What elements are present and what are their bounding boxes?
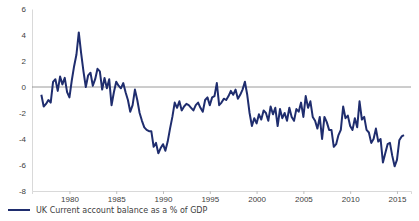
y-tick: -6 [19, 161, 32, 170]
y-tick-label: 2 [22, 57, 27, 66]
x-tick-label: 1990 [155, 195, 173, 204]
y-tick: -8 [19, 187, 32, 196]
x-tick: 1995 [201, 191, 219, 204]
x-tick-mark [210, 191, 211, 194]
x-tick-mark [397, 191, 398, 194]
y-tick-label: 6 [22, 5, 27, 14]
x-tick-mark [116, 191, 117, 194]
zero-line [32, 87, 411, 88]
legend-swatch [8, 209, 30, 211]
x-tick: 2005 [295, 191, 313, 204]
x-tick: 1990 [155, 191, 173, 204]
x-tick-label: 2010 [342, 195, 360, 204]
y-tick-label: -6 [19, 161, 27, 170]
x-axis-line [33, 192, 412, 195]
x-tick: 2010 [342, 191, 360, 204]
y-tick: -2 [19, 109, 32, 118]
x-tick-mark [257, 191, 258, 194]
x-tick-mark [350, 191, 351, 194]
plot-area: -8 -6 -4 -2 0 2 4 6 1980 1985 1990 1995 2000 2005 2010… [19, 5, 412, 204]
y-tick-label: -8 [19, 187, 27, 196]
x-tick-label: 1980 [61, 195, 79, 204]
x-axis: 1980 1985 1990 1995 2000 2005 2010 2015 [33, 191, 412, 204]
x-tick-mark [303, 191, 304, 194]
chart: -8 -6 -4 -2 0 2 4 6 1980 1985 1990 1995 2000 2005 2010… [0, 0, 419, 221]
y-tick: -4 [19, 135, 32, 144]
x-tick-mark [163, 191, 164, 194]
y-tick-label: 0 [22, 83, 27, 92]
x-tick: 2015 [389, 191, 407, 204]
y-axis: -8 -6 -4 -2 0 2 4 6 [19, 5, 33, 196]
legend: UK Current account balance as a % of GDP [8, 206, 208, 215]
y-tick-label: -4 [19, 135, 27, 144]
y-axis-line [32, 10, 33, 192]
x-tick: 1985 [108, 191, 126, 204]
x-tick-label: 1985 [108, 195, 126, 204]
y-tick: 0 [22, 83, 32, 92]
data-line [41, 32, 404, 166]
x-tick-label: 2005 [295, 195, 313, 204]
x-tick: 1980 [61, 191, 79, 204]
y-tick: 6 [22, 5, 32, 14]
y-tick-label: 4 [22, 31, 27, 40]
x-tick-mark [69, 191, 70, 194]
x-tick-label: 2015 [389, 195, 407, 204]
legend-label: UK Current account balance as a % of GDP [36, 206, 208, 215]
y-tick: 4 [22, 31, 32, 40]
x-tick: 2000 [248, 191, 266, 204]
series-group [41, 32, 404, 166]
y-tick: 2 [22, 57, 32, 66]
y-tick-label: -2 [19, 109, 27, 118]
x-tick-label: 1995 [201, 195, 219, 204]
x-tick-label: 2000 [248, 195, 266, 204]
